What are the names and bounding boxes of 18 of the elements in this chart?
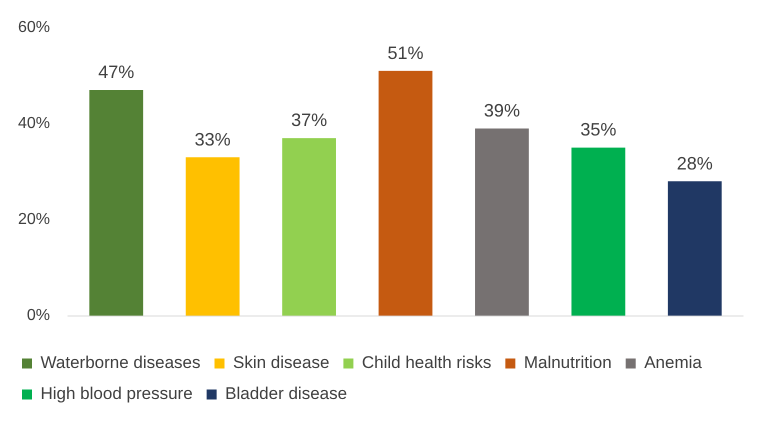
y-tick-label: 20% — [18, 211, 50, 228]
legend-label: Child health risks — [362, 353, 492, 372]
data-label: 35% — [580, 120, 616, 140]
legend-label: Waterborne diseases — [40, 353, 201, 372]
legend-label: High blood pressure — [40, 384, 193, 404]
data-label: 37% — [291, 110, 328, 130]
legend-label: Anemia — [644, 353, 702, 372]
legend-label: Malnutrition — [524, 353, 612, 372]
y-tick-label: 0% — [26, 307, 50, 324]
data-label: 28% — [676, 153, 713, 174]
data-label: 51% — [387, 42, 424, 63]
legend-label: Bladder disease — [225, 384, 348, 404]
legend-label: Skin disease — [233, 353, 330, 372]
data-label: 47% — [98, 62, 134, 82]
y-tick-label: 60% — [18, 19, 50, 36]
y-tick-label: 40% — [18, 115, 50, 132]
data-label: 39% — [484, 100, 520, 120]
data-label: 33% — [194, 129, 231, 150]
